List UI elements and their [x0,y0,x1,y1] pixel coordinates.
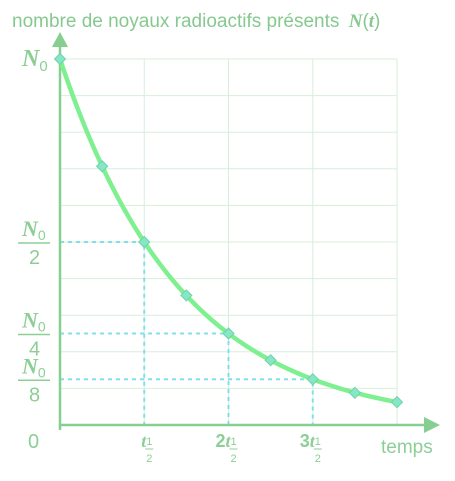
data-point [138,235,151,249]
x-axis-arrow-icon [424,417,440,433]
x-tick-label: 2t 1 2 [215,431,238,465]
y-tick-n0: N0 [21,46,48,75]
data-point [348,386,362,399]
data-markers [53,52,404,409]
y-tick-numerator: N0 [21,308,46,335]
y-tick-fraction: N02 [18,216,50,269]
data-point [53,52,67,66]
x-tick-label: 3t 1 2 [300,431,322,465]
x-tick-sub-denominator: 2 [146,453,152,465]
half-life-guides [60,241,314,425]
y-tick-denominator: 2 [29,247,40,269]
y-tick-numerator: N0 [21,353,46,380]
x-tick-sub-numerator: 1 [230,436,236,448]
x-axis-label: temps [381,437,433,458]
chart-title: nombre de noyaux radioactifs présents N(… [12,11,380,32]
data-point [390,395,404,409]
x-tick-sub-denominator: 2 [315,453,321,465]
y-tick-fraction: N04 [18,308,50,361]
origin-label: 0 [28,431,39,453]
y-tick-numerator: N0 [21,216,46,243]
y-axis-arrow-icon [52,32,68,47]
data-point [95,160,109,173]
data-point [222,327,235,340]
x-tick-sub-denominator: 2 [230,453,236,465]
data-point [264,354,277,367]
data-point [306,373,319,386]
y-tick-fraction: N08 [18,353,50,406]
guide-line [60,378,314,425]
x-tick-sub-numerator: 1 [146,436,152,448]
x-tick-label: t 1 2 [141,431,154,465]
x-tick-main: t [141,431,147,451]
x-tick-main: 2t [215,431,231,451]
y-tick-denominator: 4 [29,339,40,361]
x-tick-main: 3t [300,431,316,451]
data-point [180,289,193,302]
y-tick-denominator: 8 [29,384,40,406]
x-tick-sub-numerator: 1 [315,436,321,448]
